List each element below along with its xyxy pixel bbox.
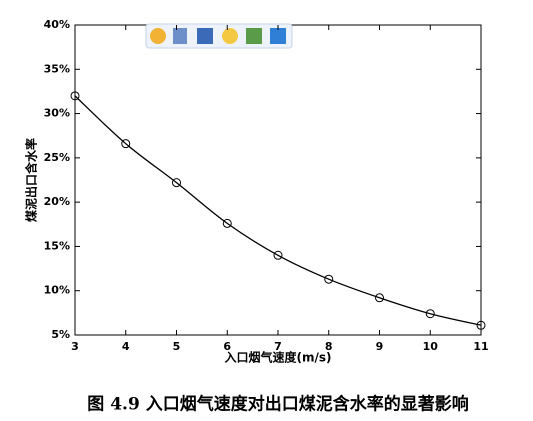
y-tick-label: 25%: [44, 151, 70, 164]
y-axis-label: 煤泥出口含水率: [24, 138, 39, 222]
toolbar: [145, 23, 293, 49]
toolbar-icon[interactable]: [246, 28, 262, 44]
data-point: [172, 178, 181, 188]
x-tick-label: 4: [122, 340, 130, 353]
x-tick-label: 10: [423, 340, 439, 353]
plot-frame: [74, 24, 482, 336]
x-axis-label: 入口烟气速度(m/s): [225, 350, 332, 365]
data-point: [222, 218, 232, 228]
data-point: [121, 139, 131, 149]
data-line: [74, 95, 482, 326]
data-point: [375, 293, 384, 303]
x-tick-label: 8: [325, 340, 333, 353]
x-tick-label: 9: [376, 340, 384, 353]
y-tick-label: 10%: [44, 284, 70, 297]
x-tick-label: 5: [173, 340, 181, 353]
x-tick-label: 11: [473, 340, 488, 353]
y-tick-label: 30%: [44, 107, 70, 120]
toolbar-icon[interactable]: [150, 28, 166, 44]
toolbar-icon[interactable]: [173, 28, 187, 44]
x-tick-label: 7: [274, 340, 282, 353]
data-point: [476, 320, 486, 330]
toolbar-icon[interactable]: [222, 28, 238, 44]
toolbar-icon[interactable]: [270, 28, 286, 44]
data-point: [70, 91, 80, 101]
y-tick-label: 20%: [44, 195, 70, 208]
data-point: [324, 274, 334, 284]
x-tick-label: 3: [71, 340, 79, 353]
y-tick-label: 5%: [51, 328, 70, 341]
data-point: [425, 309, 435, 319]
y-tick-label: 15%: [44, 239, 70, 252]
y-tick-label: 40%: [44, 18, 70, 31]
x-tick-label: 6: [223, 340, 231, 353]
data-point: [273, 250, 283, 260]
toolbar-icon[interactable]: [197, 28, 213, 44]
y-tick-label: 35%: [44, 62, 70, 75]
figure-caption: 图 4.9 入口烟气速度对出口煤泥含水率的显著影响: [87, 394, 468, 415]
